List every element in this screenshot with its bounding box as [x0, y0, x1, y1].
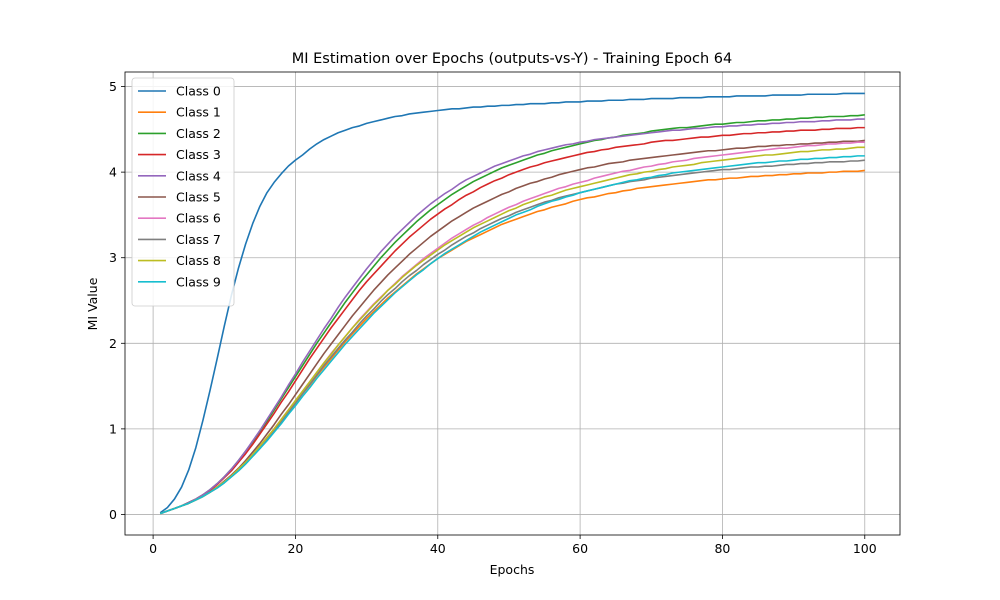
series-line-class-0: [159, 92, 865, 514]
y-axis-ticks: 0 1 2 3 4 5: [109, 79, 125, 522]
series-line-class-9: [159, 155, 865, 515]
y-tick-label: 3: [109, 250, 117, 265]
x-axis-ticks: 0 20 40 60 80 100: [149, 535, 877, 556]
grid-lines: [125, 72, 900, 535]
legend-label-class-4: Class 4: [176, 168, 221, 183]
legend-label-class-7: Class 7: [176, 232, 221, 247]
chart-title: MI Estimation over Epochs (outputs-vs-Y)…: [292, 51, 733, 67]
legend-label-class-8: Class 8: [176, 253, 221, 268]
series-line-class-7: [159, 159, 865, 515]
legend-label-class-3: Class 3: [176, 147, 221, 162]
legend-label-class-1: Class 1: [176, 105, 221, 120]
legend-label-class-9: Class 9: [176, 274, 221, 289]
legend: Class 0 Class 1 Class 2 Class 3 Class 4 Class…: [131, 77, 235, 307]
x-tick-label: 60: [572, 541, 588, 556]
series-line-class-2: [159, 113, 865, 515]
series-lines: [159, 92, 865, 515]
y-tick-label: 2: [109, 336, 117, 351]
x-tick-label: 0: [149, 541, 157, 556]
legend-label-class-5: Class 5: [176, 190, 221, 205]
y-axis-label: MI Value: [85, 277, 100, 330]
y-tick-label: 5: [109, 79, 117, 94]
series-line-class-4: [159, 118, 865, 515]
legend-box: [131, 77, 235, 307]
legend-label-class-6: Class 6: [176, 211, 221, 226]
x-tick-label: 100: [853, 541, 877, 556]
y-tick-label: 4: [109, 165, 117, 180]
x-axis-label: Epochs: [490, 562, 535, 577]
y-tick-label: 1: [109, 421, 117, 436]
x-tick-label: 40: [430, 541, 446, 556]
plot-frame: [124, 71, 901, 536]
x-tick-label: 80: [714, 541, 730, 556]
series-line-class-5: [159, 139, 865, 515]
x-tick-label: 20: [287, 541, 303, 556]
legend-label-class-0: Class 0: [176, 84, 221, 99]
y-tick-label: 0: [109, 507, 117, 522]
series-line-class-8: [159, 146, 865, 515]
legend-label-class-2: Class 2: [176, 126, 221, 141]
series-line-class-3: [159, 126, 865, 515]
